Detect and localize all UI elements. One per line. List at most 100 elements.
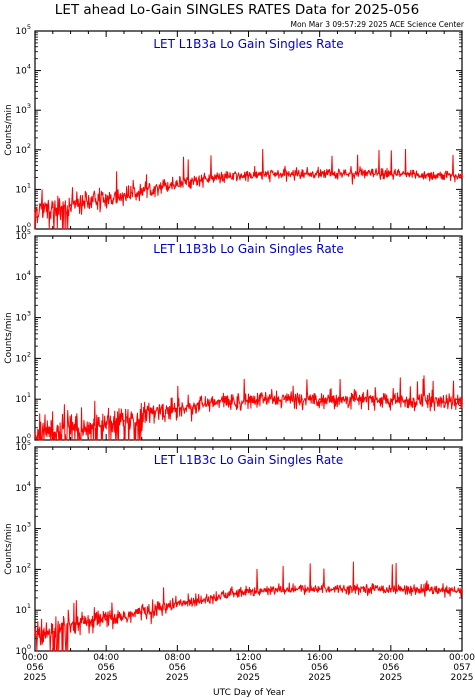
data-point bbox=[389, 173, 392, 176]
data-point bbox=[461, 402, 463, 405]
data-point bbox=[354, 172, 357, 175]
x-axis-label: UTC Day of Year bbox=[213, 688, 285, 698]
chart-panel: 100 101 102 103 104 105 LET L1B3b Lo Gain Sing… bbox=[4, 228, 463, 446]
data-point bbox=[301, 588, 303, 590]
y-axis-label: Counts/min bbox=[4, 523, 14, 574]
y-tick-label: 103 bbox=[15, 102, 31, 116]
data-point bbox=[123, 194, 125, 197]
x-tick-time: 00:00 bbox=[22, 653, 48, 663]
data-point bbox=[105, 618, 108, 621]
x-tick-year: 2025 bbox=[237, 673, 260, 683]
data-point bbox=[443, 401, 446, 403]
chart-panel: 100 101 102 103 104 105 LET L1B3a Lo Gain Sing… bbox=[4, 23, 463, 235]
data-point bbox=[34, 633, 36, 636]
data-point bbox=[407, 400, 410, 402]
data-point bbox=[176, 407, 179, 410]
panel-title: LET L1B3c Lo Gain Singles Rate bbox=[154, 453, 344, 467]
data-point bbox=[425, 589, 428, 592]
data-point bbox=[87, 425, 90, 427]
data-point bbox=[140, 611, 143, 613]
y-tick-label: 102 bbox=[15, 561, 31, 575]
x-tick-day: 056 bbox=[26, 663, 43, 673]
data-point bbox=[354, 398, 357, 401]
y-tick-label: 105 bbox=[15, 439, 31, 453]
data-point bbox=[318, 398, 321, 401]
data-point bbox=[158, 185, 161, 188]
data-point bbox=[265, 173, 268, 176]
data-point bbox=[51, 428, 54, 431]
data-point bbox=[34, 431, 36, 434]
figure-title: LET ahead Lo-Gain SINGLES RATES Data for… bbox=[55, 2, 419, 18]
x-tick-time: 08:00 bbox=[164, 653, 190, 663]
data-point bbox=[372, 172, 374, 175]
series-line bbox=[34, 561, 463, 652]
y-tick-label: 104 bbox=[15, 480, 31, 494]
data-point bbox=[212, 402, 214, 405]
x-tick-time: 20:00 bbox=[378, 653, 404, 663]
data-point bbox=[389, 400, 392, 402]
data-point bbox=[229, 400, 232, 402]
data-point bbox=[461, 175, 463, 178]
series-line bbox=[34, 375, 463, 441]
y-tick-label: 100 bbox=[15, 221, 31, 235]
y-tick-label: 101 bbox=[15, 181, 31, 195]
x-tick-day: 056 bbox=[382, 663, 399, 673]
data-point bbox=[247, 400, 250, 402]
data-point bbox=[69, 426, 72, 429]
data-point bbox=[372, 587, 374, 590]
x-tick-time: 16:00 bbox=[307, 653, 333, 663]
data-point bbox=[318, 172, 321, 175]
data-point bbox=[283, 588, 285, 591]
data-point bbox=[354, 587, 357, 590]
data-point bbox=[247, 174, 250, 177]
panel-title: LET L1B3b Lo Gain Singles Rate bbox=[153, 242, 344, 256]
x-tick-day: 056 bbox=[169, 663, 186, 673]
data-point bbox=[372, 398, 374, 401]
data-point bbox=[461, 590, 463, 593]
data-point bbox=[34, 209, 36, 212]
data-point bbox=[336, 587, 339, 590]
data-point bbox=[51, 630, 54, 633]
y-tick-label: 103 bbox=[15, 521, 31, 535]
data-point bbox=[425, 400, 428, 402]
x-tick-year: 2025 bbox=[95, 673, 118, 683]
y-tick-label: 100 bbox=[15, 643, 31, 657]
data-point bbox=[158, 607, 161, 610]
data-point bbox=[229, 175, 232, 178]
data-point bbox=[69, 204, 72, 207]
data-point bbox=[283, 398, 285, 401]
data-point bbox=[194, 404, 197, 407]
chart-panel: 100 101 102 103 104 105 LET L1B3c Lo Gain Sing… bbox=[4, 439, 463, 657]
x-tick-year: 2025 bbox=[166, 673, 189, 683]
data-point bbox=[51, 206, 54, 209]
y-axis-label: Counts/min bbox=[4, 312, 14, 363]
data-point bbox=[87, 621, 90, 624]
panels: 100 101 102 103 104 105 LET L1B3a Lo Gain Sing… bbox=[4, 23, 463, 657]
data-point bbox=[301, 172, 303, 175]
data-point bbox=[176, 182, 179, 185]
data-point bbox=[176, 603, 179, 606]
x-tick-time: 04:00 bbox=[93, 653, 119, 663]
data-point bbox=[87, 200, 90, 203]
data-point bbox=[212, 596, 214, 598]
data-point bbox=[443, 589, 446, 592]
plot-frame bbox=[34, 235, 463, 441]
data-point bbox=[265, 589, 268, 592]
data-point bbox=[212, 177, 214, 180]
x-tick-year: 2025 bbox=[379, 673, 402, 683]
data-point bbox=[140, 190, 143, 193]
data-point bbox=[140, 414, 143, 417]
panel-title: LET L1B3a Lo Gain Singles Rate bbox=[153, 37, 343, 51]
data-point bbox=[265, 398, 268, 401]
series-line bbox=[34, 148, 463, 230]
data-point bbox=[158, 410, 161, 413]
y-axis-label: Counts/min bbox=[4, 104, 14, 155]
x-tick-year: 2025 bbox=[24, 673, 47, 683]
y-tick-label: 104 bbox=[15, 269, 31, 283]
x-tick-day: 057 bbox=[453, 663, 470, 673]
data-point bbox=[318, 588, 321, 590]
data-point bbox=[283, 173, 285, 176]
data-point bbox=[425, 174, 428, 177]
y-tick-label: 102 bbox=[15, 350, 31, 364]
